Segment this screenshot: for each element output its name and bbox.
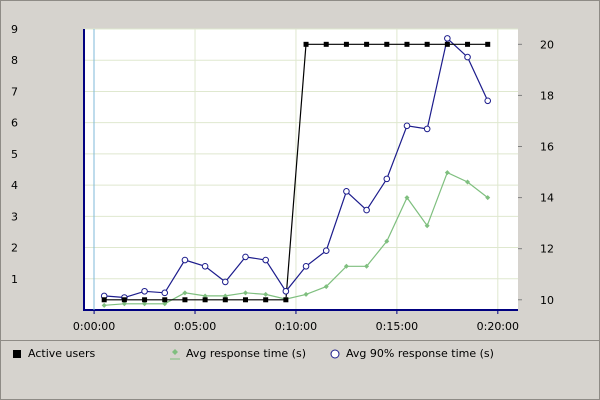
- left-tick-label: 9: [11, 23, 18, 36]
- left-tick-label: 5: [11, 148, 18, 161]
- left-axis-ticks: 1 2 3 4 5 6 7 8 9: [11, 23, 18, 286]
- data-point-square: [364, 41, 370, 47]
- data-point-square: [465, 41, 471, 47]
- left-tick-label: 3: [11, 210, 18, 223]
- x-axis-ticks: 0:00:00 0:05:00 0:10:00 0:15:00 0:20:00: [73, 310, 519, 333]
- series-lines: [104, 37, 489, 306]
- data-point-diamond: [142, 301, 148, 307]
- data-point-square: [101, 297, 107, 303]
- square-marker-icon: [11, 348, 23, 360]
- right-tick-label: 12: [540, 243, 554, 256]
- data-point-circle: [403, 122, 411, 130]
- series-line: [104, 43, 488, 301]
- data-point-square: [485, 41, 491, 47]
- data-point-square: [202, 297, 208, 303]
- data-point-square: [222, 297, 228, 303]
- data-point-diamond: [242, 290, 248, 296]
- data-point-square: [384, 41, 390, 47]
- data-point-square: [424, 41, 430, 47]
- left-tick-label: 7: [11, 85, 18, 98]
- data-point-square: [404, 41, 410, 47]
- x-tick-label: 0:00:00: [73, 320, 115, 333]
- series-line: [104, 37, 489, 299]
- x-tick-label: 0:20:00: [477, 320, 519, 333]
- data-point-square: [343, 41, 349, 47]
- data-point-circle: [484, 97, 492, 105]
- data-point-circle: [383, 175, 391, 183]
- x-tick-label: 0:05:00: [174, 320, 216, 333]
- data-point-diamond: [303, 291, 309, 297]
- data-point-square: [283, 297, 289, 303]
- series-markers: [100, 35, 492, 308]
- data-point-circle: [161, 289, 169, 297]
- left-tick-label: 6: [11, 117, 18, 130]
- data-point-diamond: [444, 170, 450, 176]
- right-tick-label: 18: [540, 89, 554, 102]
- data-point-circle: [444, 35, 451, 42]
- data-point-square: [142, 297, 148, 303]
- left-tick-label: 1: [11, 273, 18, 286]
- data-point-diamond: [263, 291, 269, 297]
- data-point-diamond: [424, 223, 430, 229]
- data-point-diamond: [162, 301, 168, 307]
- legend-item-avg-response: Avg response time (s): [169, 347, 306, 360]
- data-point-diamond: [202, 293, 208, 299]
- legend-label: Active users: [28, 347, 96, 360]
- data-point-circle: [282, 287, 290, 295]
- data-point-square: [263, 297, 269, 303]
- data-point-circle: [262, 256, 269, 264]
- legend-item-active-users: Active users: [11, 347, 95, 360]
- right-tick-label: 16: [540, 141, 554, 154]
- right-tick-label: 10: [540, 294, 554, 307]
- data-point-circle: [201, 262, 209, 270]
- data-point-circle: [363, 206, 370, 214]
- left-tick-label: 2: [11, 242, 18, 255]
- data-point-diamond: [121, 301, 127, 307]
- right-tick-label: 14: [540, 192, 554, 205]
- x-tick-label: 0:10:00: [275, 320, 317, 333]
- data-point-diamond: [182, 290, 188, 296]
- grid-lines: [84, 28, 518, 310]
- data-point-circle: [242, 253, 249, 261]
- left-tick-label: 8: [11, 54, 18, 67]
- data-point-diamond: [404, 195, 410, 201]
- left-tick-label: 4: [11, 179, 18, 192]
- data-point-circle: [141, 287, 148, 295]
- x-tick-label: 0:15:00: [376, 320, 418, 333]
- data-point-square: [121, 297, 127, 303]
- data-point-circle: [343, 188, 350, 195]
- data-point-diamond: [323, 284, 329, 290]
- legend-label: Avg 90% response time (s): [346, 347, 494, 360]
- diamond-marker-icon: [169, 348, 181, 360]
- data-point-diamond: [101, 302, 107, 308]
- data-point-circle: [423, 125, 431, 133]
- data-point-square: [323, 41, 329, 47]
- data-point-circle: [464, 53, 471, 61]
- data-point-square: [162, 297, 168, 303]
- data-point-circle: [302, 262, 310, 270]
- data-point-square: [444, 41, 450, 47]
- data-point-diamond: [485, 195, 491, 201]
- data-point-diamond: [384, 238, 390, 244]
- data-point-circle: [222, 278, 229, 286]
- right-axis-ticks: 10 12 14 16 18 20: [518, 38, 554, 307]
- right-tick-label: 20: [540, 38, 554, 51]
- legend: Active users Avg response time (s) Avg 9…: [1, 340, 599, 400]
- data-point-square: [182, 297, 188, 303]
- circle-marker-icon: [329, 348, 341, 360]
- series-line: [104, 171, 489, 306]
- plot-area: [84, 29, 518, 310]
- data-point-square: [303, 41, 309, 47]
- data-point-diamond: [465, 179, 471, 185]
- data-point-diamond: [343, 263, 349, 269]
- data-point-circle: [181, 256, 189, 264]
- data-point-diamond: [222, 293, 228, 299]
- data-point-square: [242, 297, 248, 303]
- data-point-diamond: [364, 263, 370, 269]
- legend-item-avg-90-response: Avg 90% response time (s): [329, 347, 494, 360]
- data-point-circle: [322, 247, 330, 254]
- legend-label: Avg response time (s): [186, 347, 306, 360]
